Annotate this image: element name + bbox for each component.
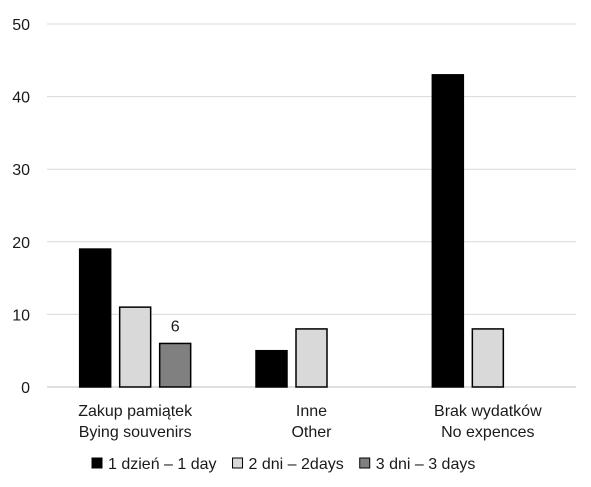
category-labels: Zakup pamiątek Bying souvenirs Inne Other Br… (78, 403, 542, 441)
legend-swatch (91, 457, 103, 469)
bar (295, 328, 328, 388)
category-label: Inne Other (291, 403, 332, 441)
legend-item: 1 dzień – 1 day (91, 456, 217, 473)
legend-swatch (232, 457, 244, 469)
legend-swatch (359, 457, 371, 469)
category-label: Zakup pamiątek Bying souvenirs (78, 403, 193, 441)
legend-label: 3 dni – 3 days (376, 456, 476, 473)
data-label: 6 (171, 318, 180, 335)
legend-label: 2 dni – 2days (249, 456, 344, 473)
bar (431, 74, 465, 388)
y-tick-label: 30 (12, 162, 30, 179)
legend-label: 1 dzień – 1 day (108, 456, 217, 473)
y-tick-label: 20 (12, 235, 30, 252)
legend-item: 3 dni – 3 days (359, 456, 476, 473)
legend: 1 dzień – 1 day 2 dni – 2days 3 dni – 3 da… (91, 456, 476, 473)
y-tick-label: 40 (12, 90, 30, 107)
bar (118, 306, 152, 388)
bar (158, 342, 192, 388)
bars (78, 74, 505, 388)
category-label: Brak wydatków No expences (434, 403, 542, 441)
bar (78, 248, 112, 388)
y-axis-ticks: 0 10 20 30 40 50 (12, 17, 30, 397)
data-labels: 6 (171, 318, 180, 335)
legend-item: 2 dni – 2days (232, 456, 344, 473)
bar (255, 349, 288, 388)
y-tick-label: 50 (12, 17, 30, 34)
y-tick-label: 0 (21, 380, 30, 397)
y-tick-label: 10 (12, 307, 30, 324)
bar (471, 328, 505, 388)
